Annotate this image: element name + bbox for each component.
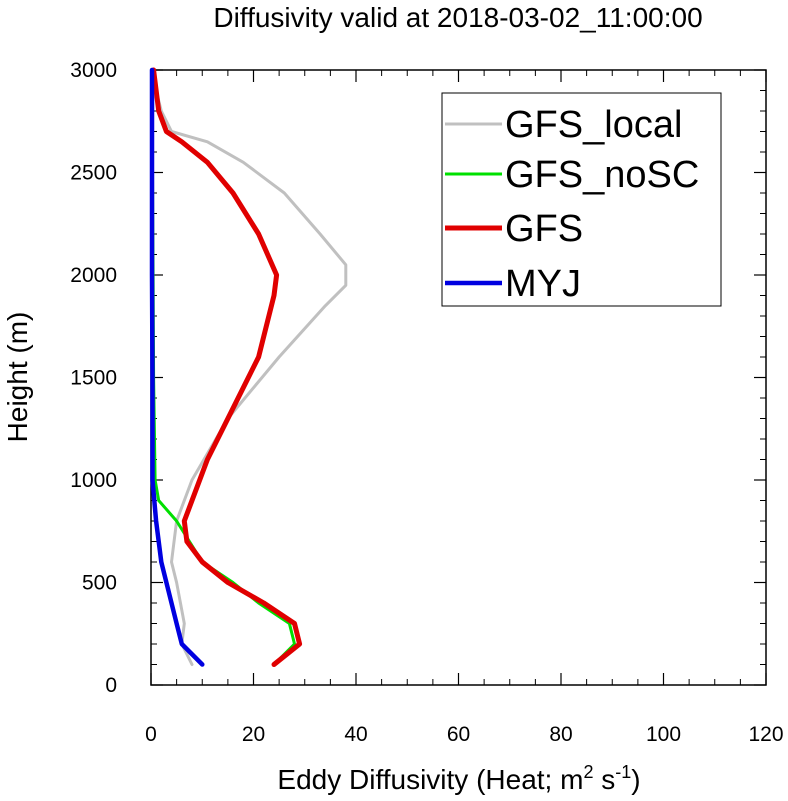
y-tick-label: 500 <box>82 572 117 595</box>
x-axis-label-mid: s <box>593 764 615 795</box>
x-tick-label: 20 <box>242 723 265 746</box>
y-tick-label: 0 <box>105 674 117 697</box>
x-tick-labels: 0 20 40 60 80 100 120 <box>145 723 783 746</box>
x-axis-label-main: Eddy Diffusivity (Heat; m <box>277 764 583 795</box>
y-tick-label: 2500 <box>70 162 117 185</box>
legend-label: GFS_local <box>505 104 682 146</box>
y-axis-label: Height (m) <box>2 312 33 443</box>
x-axis-label-sup2: -1 <box>615 762 631 782</box>
series-line-gfs <box>151 67 303 667</box>
x-axis-label: Eddy Diffusivity (Heat; m2 s-1) <box>277 762 640 795</box>
legend-label: GFS <box>505 208 583 250</box>
series-line-myj <box>149 67 205 667</box>
y-tick-label: 2000 <box>70 264 117 287</box>
legend-box <box>441 92 722 307</box>
y-tick-label: 1500 <box>70 367 117 390</box>
y-tick-label: 1000 <box>70 469 117 492</box>
legend-label: MYJ <box>505 263 581 305</box>
x-tick-label: 0 <box>145 723 157 746</box>
x-tick-label: 40 <box>344 723 367 746</box>
series-lines <box>149 67 348 667</box>
legend-label: GFS_noSC <box>505 154 699 196</box>
x-axis-label-sup1: 2 <box>583 762 593 782</box>
legend: GFS_local GFS_noSC GFS MYJ <box>441 92 722 307</box>
x-tick-label: 60 <box>447 723 470 746</box>
y-tick-labels: 0 500 1000 1500 2000 2500 3000 <box>70 59 117 697</box>
x-tick-label: 120 <box>748 723 783 746</box>
chart-title: Diffusivity valid at 2018-03-02_11:00:00 <box>213 2 702 33</box>
x-tick-label: 80 <box>549 723 572 746</box>
legend-items: GFS_local GFS_noSC GFS MYJ <box>445 104 699 305</box>
y-tick-label: 3000 <box>70 59 117 82</box>
x-axis-label-end: ) <box>631 764 640 795</box>
x-tick-label: 100 <box>646 723 681 746</box>
series-line-gfs-local <box>152 68 348 666</box>
